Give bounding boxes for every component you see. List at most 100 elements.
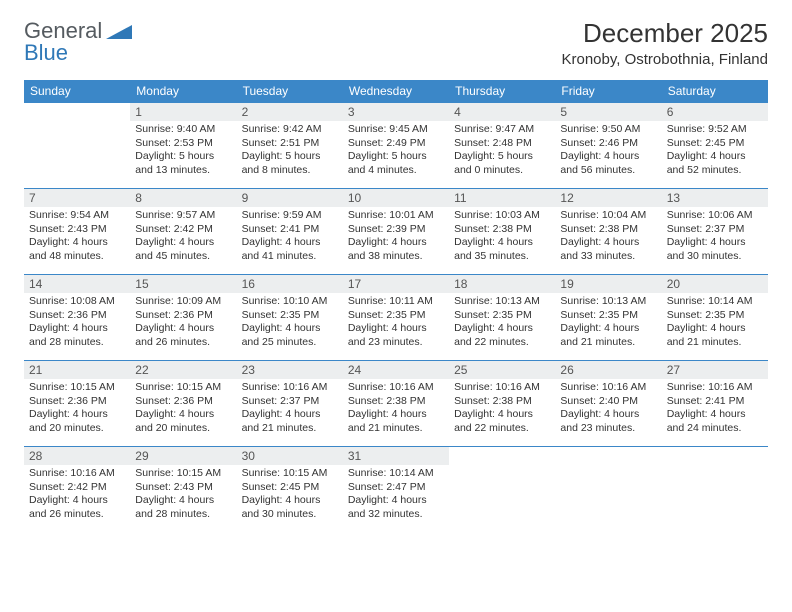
day-number: 28	[24, 447, 130, 465]
weekday-header: Saturday	[662, 80, 768, 103]
day-details: Sunrise: 10:14 AMSunset: 2:47 PMDaylight…	[343, 465, 449, 526]
calendar-day-cell: 17Sunrise: 10:11 AMSunset: 2:35 PMDaylig…	[343, 275, 449, 361]
day-number: 8	[130, 189, 236, 207]
day-details: Sunrise: 10:11 AMSunset: 2:35 PMDaylight…	[343, 293, 449, 354]
weekday-header: Tuesday	[237, 80, 343, 103]
day-number: 12	[555, 189, 661, 207]
calendar-day-cell: 24Sunrise: 10:16 AMSunset: 2:38 PMDaylig…	[343, 361, 449, 447]
day-details: Sunrise: 10:06 AMSunset: 2:37 PMDaylight…	[662, 207, 768, 268]
day-number: 30	[237, 447, 343, 465]
day-number: 15	[130, 275, 236, 293]
calendar-day-cell: 9Sunrise: 9:59 AMSunset: 2:41 PMDaylight…	[237, 189, 343, 275]
calendar-day-cell: 5Sunrise: 9:50 AMSunset: 2:46 PMDaylight…	[555, 103, 661, 189]
day-number: 27	[662, 361, 768, 379]
day-number: 9	[237, 189, 343, 207]
day-number	[555, 447, 661, 465]
day-details: Sunrise: 9:54 AMSunset: 2:43 PMDaylight:…	[24, 207, 130, 268]
weekday-header: Monday	[130, 80, 236, 103]
day-number: 31	[343, 447, 449, 465]
day-details: Sunrise: 9:57 AMSunset: 2:42 PMDaylight:…	[130, 207, 236, 268]
day-number: 18	[449, 275, 555, 293]
day-details: Sunrise: 9:42 AMSunset: 2:51 PMDaylight:…	[237, 121, 343, 182]
day-number: 17	[343, 275, 449, 293]
calendar-week-row: 14Sunrise: 10:08 AMSunset: 2:36 PMDaylig…	[24, 275, 768, 361]
weekday-header: Friday	[555, 80, 661, 103]
day-details: Sunrise: 10:16 AMSunset: 2:38 PMDaylight…	[343, 379, 449, 440]
day-number: 21	[24, 361, 130, 379]
day-number: 26	[555, 361, 661, 379]
calendar-day-cell: 30Sunrise: 10:15 AMSunset: 2:45 PMDaylig…	[237, 447, 343, 533]
brand-blue-wrap: Blue	[24, 40, 68, 66]
day-number: 2	[237, 103, 343, 121]
day-details: Sunrise: 10:15 AMSunset: 2:36 PMDaylight…	[24, 379, 130, 440]
month-title: December 2025	[561, 18, 768, 49]
calendar-day-cell: 1Sunrise: 9:40 AMSunset: 2:53 PMDaylight…	[130, 103, 236, 189]
day-number	[449, 447, 555, 465]
day-number	[24, 103, 130, 121]
day-number: 4	[449, 103, 555, 121]
day-details: Sunrise: 10:15 AMSunset: 2:43 PMDaylight…	[130, 465, 236, 526]
calendar-day-cell: 8Sunrise: 9:57 AMSunset: 2:42 PMDaylight…	[130, 189, 236, 275]
calendar-head: SundayMondayTuesdayWednesdayThursdayFrid…	[24, 80, 768, 103]
calendar-body: 1Sunrise: 9:40 AMSunset: 2:53 PMDaylight…	[24, 103, 768, 533]
day-details: Sunrise: 9:52 AMSunset: 2:45 PMDaylight:…	[662, 121, 768, 182]
calendar-day-cell: 10Sunrise: 10:01 AMSunset: 2:39 PMDaylig…	[343, 189, 449, 275]
calendar-day-cell: 31Sunrise: 10:14 AMSunset: 2:47 PMDaylig…	[343, 447, 449, 533]
calendar-day-cell	[555, 447, 661, 533]
calendar-day-cell: 27Sunrise: 10:16 AMSunset: 2:41 PMDaylig…	[662, 361, 768, 447]
day-number: 5	[555, 103, 661, 121]
day-details: Sunrise: 10:03 AMSunset: 2:38 PMDaylight…	[449, 207, 555, 268]
calendar-day-cell: 7Sunrise: 9:54 AMSunset: 2:43 PMDaylight…	[24, 189, 130, 275]
weekday-header: Sunday	[24, 80, 130, 103]
brand-triangle-icon	[106, 21, 132, 44]
calendar-day-cell: 15Sunrise: 10:09 AMSunset: 2:36 PMDaylig…	[130, 275, 236, 361]
calendar-day-cell: 29Sunrise: 10:15 AMSunset: 2:43 PMDaylig…	[130, 447, 236, 533]
day-details: Sunrise: 10:16 AMSunset: 2:38 PMDaylight…	[449, 379, 555, 440]
day-number: 23	[237, 361, 343, 379]
calendar-week-row: 28Sunrise: 10:16 AMSunset: 2:42 PMDaylig…	[24, 447, 768, 533]
calendar-day-cell: 2Sunrise: 9:42 AMSunset: 2:51 PMDaylight…	[237, 103, 343, 189]
weekday-row: SundayMondayTuesdayWednesdayThursdayFrid…	[24, 80, 768, 103]
calendar-day-cell: 16Sunrise: 10:10 AMSunset: 2:35 PMDaylig…	[237, 275, 343, 361]
day-number: 22	[130, 361, 236, 379]
day-details: Sunrise: 9:47 AMSunset: 2:48 PMDaylight:…	[449, 121, 555, 182]
day-details: Sunrise: 10:14 AMSunset: 2:35 PMDaylight…	[662, 293, 768, 354]
day-details: Sunrise: 9:50 AMSunset: 2:46 PMDaylight:…	[555, 121, 661, 182]
calendar-day-cell: 22Sunrise: 10:15 AMSunset: 2:36 PMDaylig…	[130, 361, 236, 447]
day-details: Sunrise: 10:15 AMSunset: 2:36 PMDaylight…	[130, 379, 236, 440]
header: General December 2025 Kronoby, Ostroboth…	[24, 18, 768, 68]
calendar-week-row: 7Sunrise: 9:54 AMSunset: 2:43 PMDaylight…	[24, 189, 768, 275]
weekday-header: Wednesday	[343, 80, 449, 103]
calendar-week-row: 21Sunrise: 10:15 AMSunset: 2:36 PMDaylig…	[24, 361, 768, 447]
day-number: 16	[237, 275, 343, 293]
day-number: 11	[449, 189, 555, 207]
day-details: Sunrise: 10:10 AMSunset: 2:35 PMDaylight…	[237, 293, 343, 354]
weekday-header: Thursday	[449, 80, 555, 103]
day-number: 19	[555, 275, 661, 293]
calendar-day-cell: 6Sunrise: 9:52 AMSunset: 2:45 PMDaylight…	[662, 103, 768, 189]
title-block: December 2025 Kronoby, Ostrobothnia, Fin…	[561, 18, 768, 68]
day-details: Sunrise: 10:16 AMSunset: 2:37 PMDaylight…	[237, 379, 343, 440]
day-details: Sunrise: 9:40 AMSunset: 2:53 PMDaylight:…	[130, 121, 236, 182]
calendar-day-cell	[24, 103, 130, 189]
day-number: 7	[24, 189, 130, 207]
calendar-day-cell: 26Sunrise: 10:16 AMSunset: 2:40 PMDaylig…	[555, 361, 661, 447]
calendar-day-cell: 18Sunrise: 10:13 AMSunset: 2:35 PMDaylig…	[449, 275, 555, 361]
day-number: 3	[343, 103, 449, 121]
calendar-day-cell	[662, 447, 768, 533]
calendar-table: SundayMondayTuesdayWednesdayThursdayFrid…	[24, 80, 768, 533]
calendar-day-cell	[449, 447, 555, 533]
day-number: 13	[662, 189, 768, 207]
day-number: 10	[343, 189, 449, 207]
day-details: Sunrise: 10:16 AMSunset: 2:41 PMDaylight…	[662, 379, 768, 440]
day-number: 25	[449, 361, 555, 379]
day-details: Sunrise: 10:08 AMSunset: 2:36 PMDaylight…	[24, 293, 130, 354]
calendar-day-cell: 28Sunrise: 10:16 AMSunset: 2:42 PMDaylig…	[24, 447, 130, 533]
calendar-day-cell: 14Sunrise: 10:08 AMSunset: 2:36 PMDaylig…	[24, 275, 130, 361]
calendar-day-cell: 13Sunrise: 10:06 AMSunset: 2:37 PMDaylig…	[662, 189, 768, 275]
day-details: Sunrise: 10:09 AMSunset: 2:36 PMDaylight…	[130, 293, 236, 354]
calendar-day-cell: 3Sunrise: 9:45 AMSunset: 2:49 PMDaylight…	[343, 103, 449, 189]
calendar-day-cell: 19Sunrise: 10:13 AMSunset: 2:35 PMDaylig…	[555, 275, 661, 361]
day-details: Sunrise: 10:13 AMSunset: 2:35 PMDaylight…	[555, 293, 661, 354]
brand-blue: Blue	[24, 40, 68, 65]
